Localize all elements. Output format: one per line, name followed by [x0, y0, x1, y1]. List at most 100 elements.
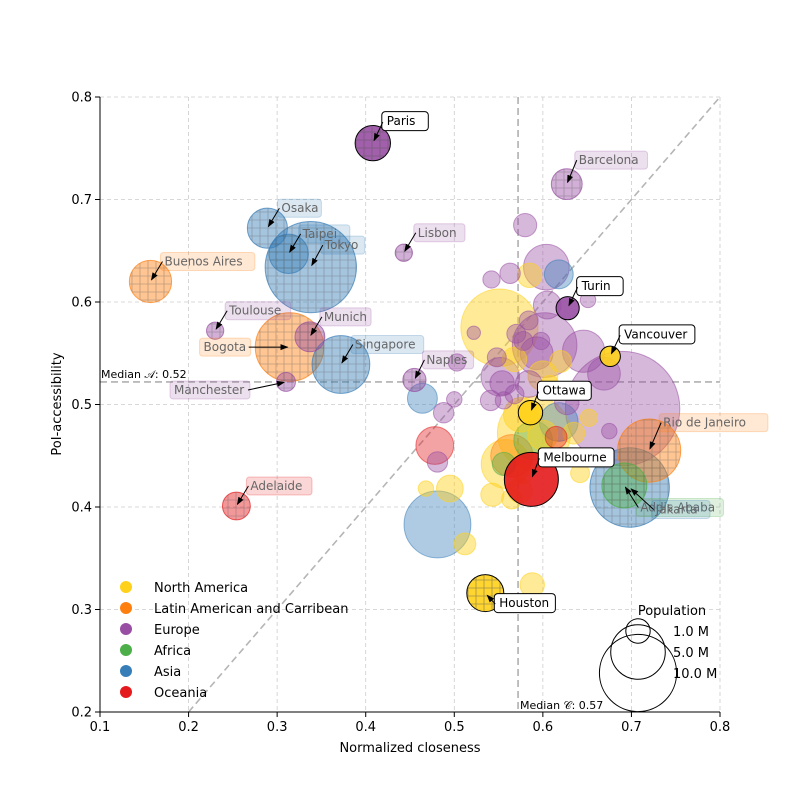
- city-label-arrow: [649, 422, 662, 450]
- y-tick-label: 0.3: [71, 603, 92, 618]
- size-legend-label: 5.0 M: [673, 646, 709, 661]
- city-label-box: [651, 500, 711, 520]
- city-point: [499, 262, 521, 285]
- city-label-arrow: [247, 380, 286, 391]
- legend-label-as: Asia: [154, 665, 181, 680]
- city-label: Lisbon: [418, 226, 457, 240]
- city-label-box: [320, 235, 366, 255]
- size-legend-circle: [598, 633, 678, 713]
- city-label-arrow: [289, 233, 302, 253]
- city-point: [543, 259, 574, 290]
- city-label-box: [413, 223, 466, 243]
- city-point: [482, 270, 501, 289]
- highlight-label-box: [618, 324, 696, 345]
- city-label: Buenos Aires: [164, 255, 242, 269]
- highlight-label-box: [536, 380, 592, 401]
- median-closeness-label: Median 𝒞: 0.57: [520, 699, 603, 712]
- city-point: [579, 408, 599, 427]
- legend-marker-oc: [120, 686, 132, 698]
- highlighted-city-point: [555, 296, 580, 321]
- city-label-box: [224, 301, 292, 321]
- highlight-label-box: [381, 111, 429, 132]
- legend-marker-as: [120, 665, 132, 677]
- city-point: [466, 325, 481, 340]
- highlighted-city-point: [517, 400, 544, 426]
- city-label: Taipei: [302, 227, 337, 241]
- labeled-city-hatch: [402, 368, 427, 392]
- legend-label-na: North America: [154, 581, 248, 596]
- city-point: [518, 310, 539, 331]
- city-label-arrow: [404, 232, 417, 252]
- highlight-label-box: [576, 276, 624, 297]
- legend-label-eu: Europe: [154, 623, 200, 638]
- city-label-arrow: [624, 486, 639, 508]
- city-point: [432, 401, 455, 424]
- city-point: [447, 353, 467, 372]
- y-tick-label: 0.7: [71, 193, 92, 208]
- city-label-arrow: [151, 261, 163, 281]
- city-label-arrow: [630, 488, 654, 510]
- city-point: [504, 384, 525, 405]
- legend-marker-af: [120, 644, 132, 656]
- axes: 0.1 0.2 0.3 0.4 0.5 0.6 0.7 0.80.20.30.40.50.60…: [71, 91, 730, 736]
- city-point: [489, 370, 515, 396]
- city-label: Tokyo: [324, 238, 359, 252]
- city-point: [601, 422, 618, 440]
- city-label-arrow: [267, 207, 280, 228]
- highlight-label: Ottawa: [542, 384, 585, 398]
- labeled-city-hatch: [206, 322, 224, 340]
- city-point: [549, 350, 572, 373]
- labeled-city-hatch: [395, 244, 413, 262]
- city-label: Munich: [324, 310, 367, 324]
- city-label: Adelaide: [250, 479, 302, 493]
- y-tick-label: 0.6: [71, 296, 92, 311]
- city-label-arrow: [567, 159, 578, 184]
- city-point: [539, 402, 579, 442]
- city-label: Singapore: [355, 338, 416, 352]
- size-legend-label: 10.0 M: [673, 667, 717, 682]
- city-label-arrow: [236, 485, 249, 506]
- x-tick-label: 0.6: [533, 720, 554, 735]
- city-point: [562, 421, 586, 445]
- y-tick-label: 0.4: [71, 501, 92, 516]
- highlighted-city-hatch: [355, 125, 391, 161]
- labeled-city-hatch: [294, 321, 325, 352]
- city-label-box: [635, 497, 725, 517]
- size-legend-label: 1.0 M: [673, 625, 709, 640]
- size-legend-circle: [625, 618, 651, 644]
- city-label: Manchester: [174, 383, 244, 397]
- city-label-arrow: [341, 344, 354, 364]
- city-label: Naples: [426, 353, 467, 367]
- city-point: [453, 532, 477, 556]
- labeled-city-hatch: [601, 462, 647, 508]
- population-size-legend: Population 1.0 M 5.0 M 10.0 M: [598, 604, 717, 713]
- highlighted-city-point: [599, 345, 621, 368]
- x-tick-label: 0.7: [621, 720, 642, 735]
- labeled-city-hatch: [312, 335, 370, 394]
- city-point: [435, 474, 464, 503]
- city-point: [426, 451, 449, 473]
- city-point: [506, 323, 527, 344]
- highlight-label-arrow: [568, 286, 579, 307]
- y-tick-label: 0.2: [71, 706, 92, 721]
- data-points: [128, 124, 682, 613]
- city-label: Toulouse: [228, 304, 281, 318]
- city-point: [531, 331, 551, 351]
- legend-marker-na: [120, 581, 132, 593]
- y-axis-label: PoI-accessibility: [50, 352, 65, 455]
- x-tick-label: 0.2: [178, 720, 199, 735]
- city-label-box: [421, 350, 475, 370]
- highlight-label: Houston: [499, 596, 549, 610]
- y-tick-label: 0.5: [71, 398, 92, 413]
- highlight-label: Paris: [387, 114, 416, 128]
- x-tick-label: 0.4: [355, 720, 376, 735]
- city-label: Addis Ababa: [640, 500, 715, 514]
- city-point: [494, 391, 514, 410]
- city-point: [417, 480, 435, 497]
- highlight-label: Vancouver: [624, 327, 687, 341]
- city-point: [513, 213, 538, 238]
- city-label-box: [245, 476, 313, 496]
